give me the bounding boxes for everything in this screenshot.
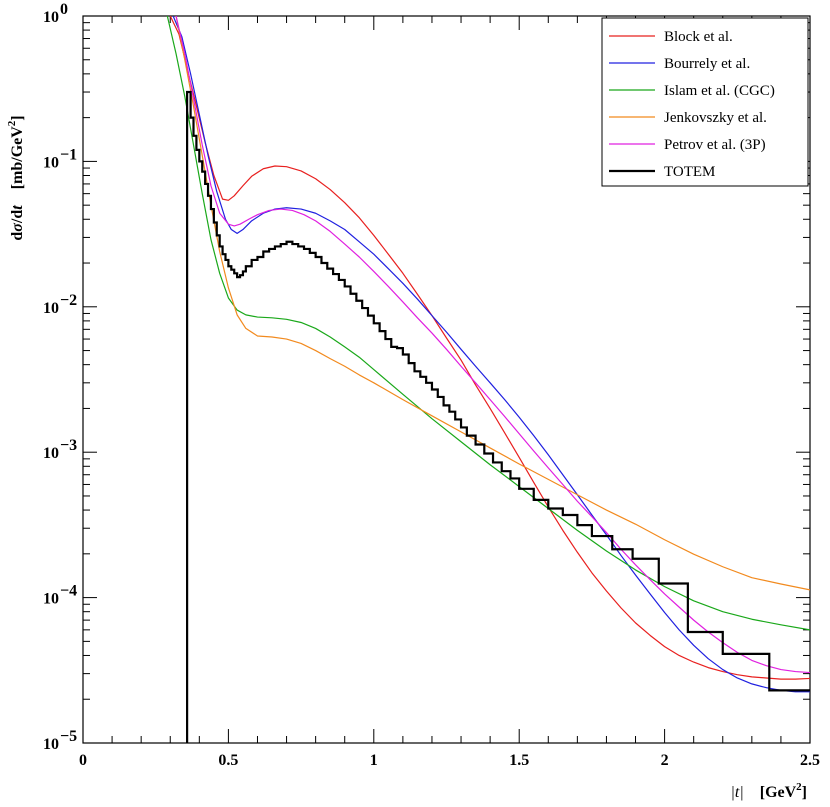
y-tick-label: 10 — [43, 591, 59, 608]
y-tick-label: 10 — [43, 736, 59, 753]
y-tick-exponent: −3 — [60, 437, 77, 454]
plot-frame — [82, 15, 811, 744]
series-line-3 — [175, 16, 810, 591]
x-axis-title-exp: 2 — [796, 781, 802, 793]
legend-label: Jenkovszky et al. — [664, 110, 767, 126]
x-tick-label: 2 — [661, 752, 669, 769]
legend-label: Petrov et al. (3P) — [664, 137, 766, 153]
y-axis-title-exp: 2 — [6, 120, 18, 126]
y-tick-exponent: −2 — [60, 292, 77, 309]
y-axis-title-sigma: σ — [9, 223, 26, 232]
x-axis-title: |t| [GeV2] — [730, 781, 807, 801]
y-tick-exponent: −1 — [60, 146, 77, 163]
x-tick-label: 0.5 — [218, 752, 238, 769]
x-tick-label: 1.5 — [509, 752, 529, 769]
legend-label: Bourrely et al. — [664, 56, 750, 72]
legend-label: TOTEM — [664, 164, 715, 180]
y-tick-label: 10 — [43, 154, 59, 171]
x-tick-label: 2.5 — [800, 752, 820, 769]
legend: Block et al. Bourrely et al. Islam et al. … — [601, 17, 809, 187]
y-axis-title-slash: /d — [9, 210, 26, 224]
x-axis-title-unit: [GeV — [760, 784, 797, 801]
y-axis-title-unit: [mb/GeV — [9, 126, 26, 190]
x-tick-label: 1 — [370, 752, 378, 769]
y-axis-title: dσ/dt [mb/GeV2] — [6, 115, 26, 240]
y-axis-title-close: ] — [9, 115, 26, 120]
series-line-4 — [175, 16, 810, 674]
y-tick-label: 10 — [43, 445, 59, 462]
x-tick-label: 0 — [79, 752, 87, 769]
series-group — [166, 16, 810, 743]
series-totem-histogram — [186, 90, 810, 743]
legend-box — [601, 17, 809, 187]
legend-label: Islam et al. (CGC) — [664, 83, 775, 99]
x-axis-title-var: |t| — [730, 784, 743, 801]
series-line-1 — [172, 16, 810, 693]
y-tick-exponent: 0 — [60, 1, 68, 18]
y-axis-title-d: d — [9, 232, 26, 241]
series-line-0 — [169, 16, 810, 680]
legend-label: Block et al. — [664, 29, 733, 45]
y-tick-exponent: −5 — [60, 728, 77, 745]
y-tick-exponent: −4 — [60, 583, 77, 600]
x-tick-labels: 0 0.5 1 1.5 2 2.5 — [79, 752, 820, 769]
series-line-2 — [166, 16, 810, 631]
y-tick-label: 10 — [43, 9, 59, 26]
y-tick-label: 10 — [43, 300, 59, 317]
x-axis-title-close: ] — [802, 784, 807, 801]
y-axis-title-t: t — [9, 205, 26, 210]
